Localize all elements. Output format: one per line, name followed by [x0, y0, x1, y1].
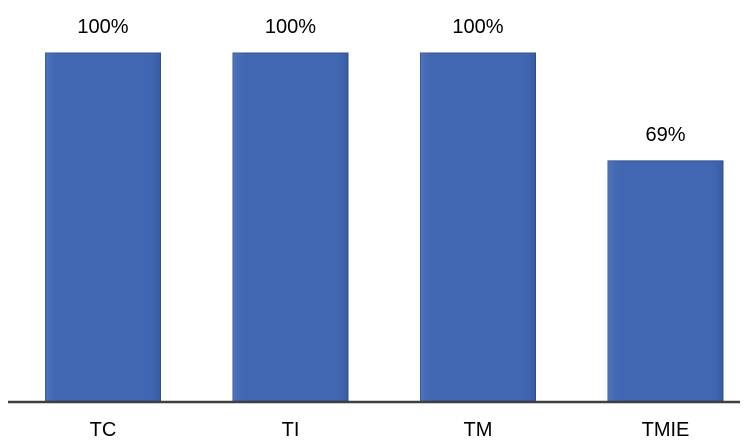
category-label-tc: TC — [90, 419, 117, 441]
bar-shading-tmie — [608, 160, 723, 401]
category-label-tm: TM — [464, 419, 493, 441]
data-label-ti: 100% — [265, 16, 316, 38]
data-label-tm: 100% — [452, 16, 503, 38]
category-label-tmie: TMIE — [642, 419, 690, 441]
data-label-tc: 100% — [77, 16, 128, 38]
category-labels: TC TI TM TMIE — [90, 419, 690, 441]
data-labels: 100% 100% 100% 69% — [77, 16, 685, 146]
bars — [45, 52, 724, 402]
data-label-tmie: 69% — [645, 124, 685, 146]
bar-shading-tc — [45, 53, 161, 401]
bar-shading-ti — [233, 53, 348, 401]
category-label-ti: TI — [282, 419, 300, 441]
bar-shading-tm — [420, 53, 536, 401]
